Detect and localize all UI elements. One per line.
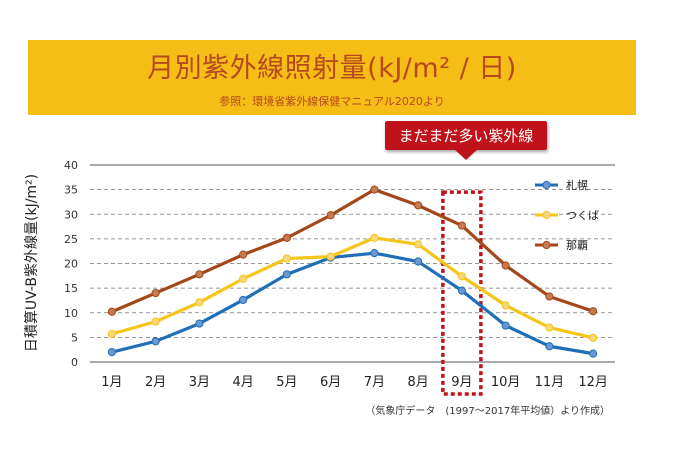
data-point xyxy=(370,249,379,258)
data-point xyxy=(326,252,335,261)
y-tick-label: 15 xyxy=(64,282,78,295)
series-line-1 xyxy=(111,236,594,340)
x-tick-label: 11月 xyxy=(535,375,565,390)
data-point xyxy=(151,288,160,298)
data-point xyxy=(457,221,466,230)
data-point xyxy=(282,270,291,279)
x-tick-label: 7月 xyxy=(364,375,385,390)
data-point xyxy=(239,250,248,259)
y-tick-label: 25 xyxy=(64,233,78,246)
y-tick-label: 5 xyxy=(71,331,78,344)
series-lines xyxy=(107,185,598,358)
y-tick-label: 35 xyxy=(64,184,78,197)
data-point xyxy=(282,254,291,263)
data-point xyxy=(107,348,116,357)
callout-arrow-icon xyxy=(455,150,477,160)
data-point xyxy=(501,301,510,310)
x-tick-label: 12月 xyxy=(578,375,608,390)
x-tick-label: 8月 xyxy=(407,375,428,390)
highlight-box xyxy=(441,190,483,396)
data-point xyxy=(151,317,160,326)
data-point xyxy=(545,323,554,332)
y-tick-label: 20 xyxy=(64,258,78,271)
y-tick-label: 10 xyxy=(64,307,78,320)
data-point xyxy=(545,292,554,301)
grid-lines xyxy=(90,164,615,363)
data-point xyxy=(239,274,248,283)
data-point xyxy=(151,337,160,346)
y-tick-label: 30 xyxy=(64,208,78,221)
data-point xyxy=(457,286,466,295)
data-point xyxy=(195,319,204,328)
x-tick-label: 3月 xyxy=(189,375,210,390)
data-point xyxy=(589,307,598,316)
data-point xyxy=(457,272,466,281)
data-point xyxy=(107,307,116,316)
highlight-rect xyxy=(441,190,483,396)
data-point xyxy=(326,211,335,220)
data-point xyxy=(545,342,554,351)
data-point xyxy=(239,295,248,305)
legend-label: 札幌 xyxy=(566,178,588,192)
data-point xyxy=(370,185,379,194)
data-point xyxy=(370,233,379,242)
legend-marker xyxy=(542,210,551,220)
chart-title: 月別紫外線照射量(kJ/m² / 日) xyxy=(147,53,517,84)
series-line-2 xyxy=(111,188,594,314)
chart-subtitle: 参照：環境省紫外線保健マニュアル2020より xyxy=(219,95,445,108)
data-point xyxy=(414,201,423,210)
y-tick-labels: 0 5 10 15 20 25 30 35 40 xyxy=(64,159,78,369)
title-banner: 月別紫外線照射量(kJ/m² / 日) 参照：環境省紫外線保健マニュアル2020… xyxy=(28,40,636,115)
x-tick-label: 10月 xyxy=(491,375,521,390)
legend-label: 那覇 xyxy=(566,239,588,252)
data-point xyxy=(282,233,291,242)
x-tick-labels: 1月 2月 3月 4月 5月 6月 7月 8月 9月 10月 11月 12月 xyxy=(101,375,608,390)
data-point xyxy=(195,270,204,279)
data-point xyxy=(414,240,423,249)
series-line-0 xyxy=(111,251,594,356)
data-point xyxy=(501,321,510,330)
x-tick-label: 6月 xyxy=(320,375,341,390)
x-tick-label: 1月 xyxy=(101,375,122,390)
source-note: （気象庁データ (1997〜2017年平均値）より作成） xyxy=(365,406,610,417)
legend-marker xyxy=(542,240,551,250)
data-point xyxy=(414,257,423,266)
callout-label: まだまだ多い紫外線 xyxy=(385,121,547,150)
data-point xyxy=(195,298,204,307)
y-tick-label: 0 xyxy=(71,356,78,369)
y-tick-label: 40 xyxy=(64,159,78,172)
data-point xyxy=(589,349,598,358)
x-tick-label: 9月 xyxy=(451,375,472,390)
x-tick-label: 4月 xyxy=(232,375,253,390)
data-point xyxy=(501,261,510,270)
legend-marker xyxy=(542,180,551,190)
data-point xyxy=(589,333,598,342)
x-tick-label: 5月 xyxy=(276,375,297,390)
data-point xyxy=(107,329,116,339)
x-tick-label: 2月 xyxy=(145,375,166,390)
legend-label: つくば xyxy=(566,209,599,222)
